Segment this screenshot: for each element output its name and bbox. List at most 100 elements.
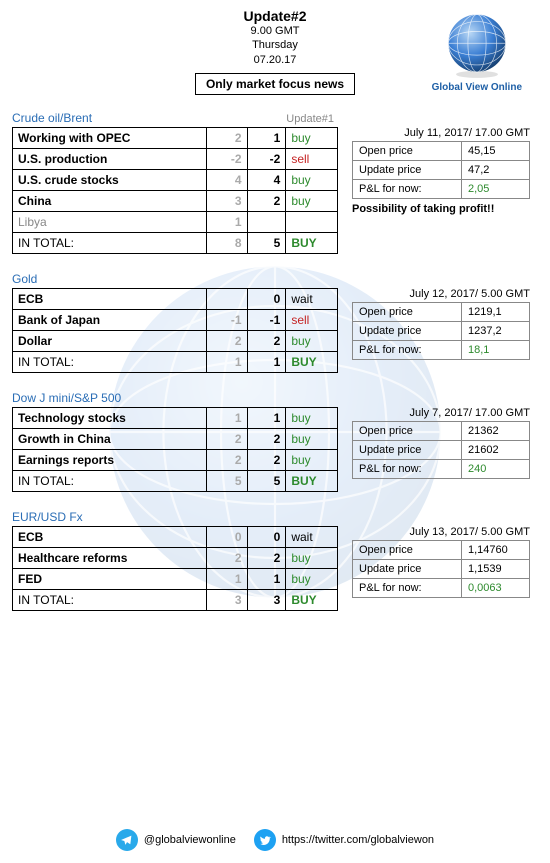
row-label: ECB bbox=[13, 288, 207, 309]
total-value: 5 bbox=[247, 470, 286, 491]
row-value: 2 bbox=[247, 330, 286, 351]
telegram-link[interactable]: @globalviewonline bbox=[116, 829, 236, 851]
row-label: Earnings reports bbox=[13, 449, 207, 470]
row-label: FED bbox=[13, 568, 207, 589]
price-value: 21362 bbox=[462, 421, 530, 440]
price-table: Open price1,14760Update price1,1539P&L f… bbox=[352, 540, 530, 598]
price-label: Open price bbox=[353, 302, 462, 321]
focus-badge: Only market focus news bbox=[195, 73, 355, 95]
row-value: -1 bbox=[247, 309, 286, 330]
signal-table: ECB00waitHealthcare reforms22buyFED11buy… bbox=[12, 526, 338, 611]
price-row: P&L for now:0,0063 bbox=[353, 578, 530, 597]
footer: @globalviewonline https://twitter.com/gl… bbox=[0, 829, 550, 851]
total-action: BUY bbox=[286, 351, 338, 372]
row-prev-value: 2 bbox=[206, 330, 247, 351]
price-label: P&L for now: bbox=[353, 340, 462, 359]
row-value: 0 bbox=[247, 288, 286, 309]
total-prev-value: 3 bbox=[206, 589, 247, 610]
price-table: Open price45,15Update price47,2P&L for n… bbox=[352, 141, 530, 199]
table-total-row: IN TOTAL:11BUY bbox=[13, 351, 338, 372]
price-row: Update price21602 bbox=[353, 440, 530, 459]
row-action: wait bbox=[286, 526, 338, 547]
price-label: Update price bbox=[353, 440, 462, 459]
price-row: Update price1237,2 bbox=[353, 321, 530, 340]
total-label: IN TOTAL: bbox=[13, 232, 207, 253]
price-value: 47,2 bbox=[462, 160, 530, 179]
row-value: 2 bbox=[247, 547, 286, 568]
price-row: Update price47,2 bbox=[353, 160, 530, 179]
row-action: buy bbox=[286, 169, 338, 190]
price-date: July 12, 2017/ 5.00 GMT bbox=[352, 288, 530, 300]
telegram-icon bbox=[116, 829, 138, 851]
table-row: U.S. crude stocks44buy bbox=[13, 169, 338, 190]
row-action: sell bbox=[286, 309, 338, 330]
twitter-icon bbox=[254, 829, 276, 851]
total-label: IN TOTAL: bbox=[13, 589, 207, 610]
row-value: 1 bbox=[247, 568, 286, 589]
row-value: 1 bbox=[247, 407, 286, 428]
row-value: -2 bbox=[247, 148, 286, 169]
row-value: 1 bbox=[247, 127, 286, 148]
price-row: Open price1219,1 bbox=[353, 302, 530, 321]
update-label: Update#1 bbox=[286, 113, 334, 125]
table-total-row: IN TOTAL:33BUY bbox=[13, 589, 338, 610]
row-prev-value: 2 bbox=[206, 547, 247, 568]
signal-table: Technology stocks11buyGrowth in China22b… bbox=[12, 407, 338, 492]
row-prev-value: -1 bbox=[206, 309, 247, 330]
signal-table: Working with OPEC21buyU.S. production-2-… bbox=[12, 127, 338, 254]
row-prev-value: 3 bbox=[206, 190, 247, 211]
price-note: Possibility of taking profit!! bbox=[352, 203, 530, 215]
row-action: sell bbox=[286, 148, 338, 169]
header-day: Thursday bbox=[243, 38, 306, 52]
price-row: Open price21362 bbox=[353, 421, 530, 440]
price-label: Update price bbox=[353, 321, 462, 340]
section-title: Gold bbox=[12, 272, 37, 286]
row-value: 0 bbox=[247, 526, 286, 547]
row-prev-value bbox=[206, 288, 247, 309]
table-row: ECB0wait bbox=[13, 288, 338, 309]
total-label: IN TOTAL: bbox=[13, 351, 207, 372]
price-value: 240 bbox=[462, 459, 530, 478]
row-action: buy bbox=[286, 407, 338, 428]
row-action: buy bbox=[286, 428, 338, 449]
price-row: Open price1,14760 bbox=[353, 540, 530, 559]
table-total-row: IN TOTAL:55BUY bbox=[13, 470, 338, 491]
price-value: 1237,2 bbox=[462, 321, 530, 340]
price-label: Open price bbox=[353, 421, 462, 440]
header: Update#2 9.00 GMT Thursday 07.20.17 bbox=[12, 8, 538, 67]
row-label: Growth in China bbox=[13, 428, 207, 449]
table-row: Working with OPEC21buy bbox=[13, 127, 338, 148]
price-label: Update price bbox=[353, 160, 462, 179]
table-row: China32buy bbox=[13, 190, 338, 211]
table-row: FED11buy bbox=[13, 568, 338, 589]
price-panel: July 12, 2017/ 5.00 GMT Open price1219,1U… bbox=[352, 288, 530, 360]
row-action: buy bbox=[286, 127, 338, 148]
total-prev-value: 1 bbox=[206, 351, 247, 372]
header-date: 07.20.17 bbox=[243, 53, 306, 67]
total-value: 5 bbox=[247, 232, 286, 253]
row-value: 4 bbox=[247, 169, 286, 190]
total-prev-value: 5 bbox=[206, 470, 247, 491]
row-value: 2 bbox=[247, 449, 286, 470]
table-row: Bank of Japan-1-1sell bbox=[13, 309, 338, 330]
price-row: P&L for now:240 bbox=[353, 459, 530, 478]
market-section: GoldECB0waitBank of Japan-1-1sellDollar2… bbox=[12, 272, 538, 373]
price-label: P&L for now: bbox=[353, 459, 462, 478]
table-row: Libya1 bbox=[13, 211, 338, 232]
price-row: P&L for now:2,05 bbox=[353, 179, 530, 198]
row-label: China bbox=[13, 190, 207, 211]
price-value: 1219,1 bbox=[462, 302, 530, 321]
price-panel: July 7, 2017/ 17.00 GMTOpen price21362Up… bbox=[352, 407, 530, 479]
row-action: buy bbox=[286, 568, 338, 589]
row-label: Technology stocks bbox=[13, 407, 207, 428]
price-table: Open price21362Update price21602P&L for … bbox=[352, 421, 530, 479]
price-label: P&L for now: bbox=[353, 179, 462, 198]
twitter-link[interactable]: https://twitter.com/globalviewon bbox=[254, 829, 434, 851]
row-label: U.S. crude stocks bbox=[13, 169, 207, 190]
table-total-row: IN TOTAL:85BUY bbox=[13, 232, 338, 253]
row-action: buy bbox=[286, 547, 338, 568]
price-table: Open price1219,1Update price1237,2P&L fo… bbox=[352, 302, 530, 360]
price-label: Open price bbox=[353, 540, 462, 559]
row-label: U.S. production bbox=[13, 148, 207, 169]
row-value bbox=[247, 211, 286, 232]
